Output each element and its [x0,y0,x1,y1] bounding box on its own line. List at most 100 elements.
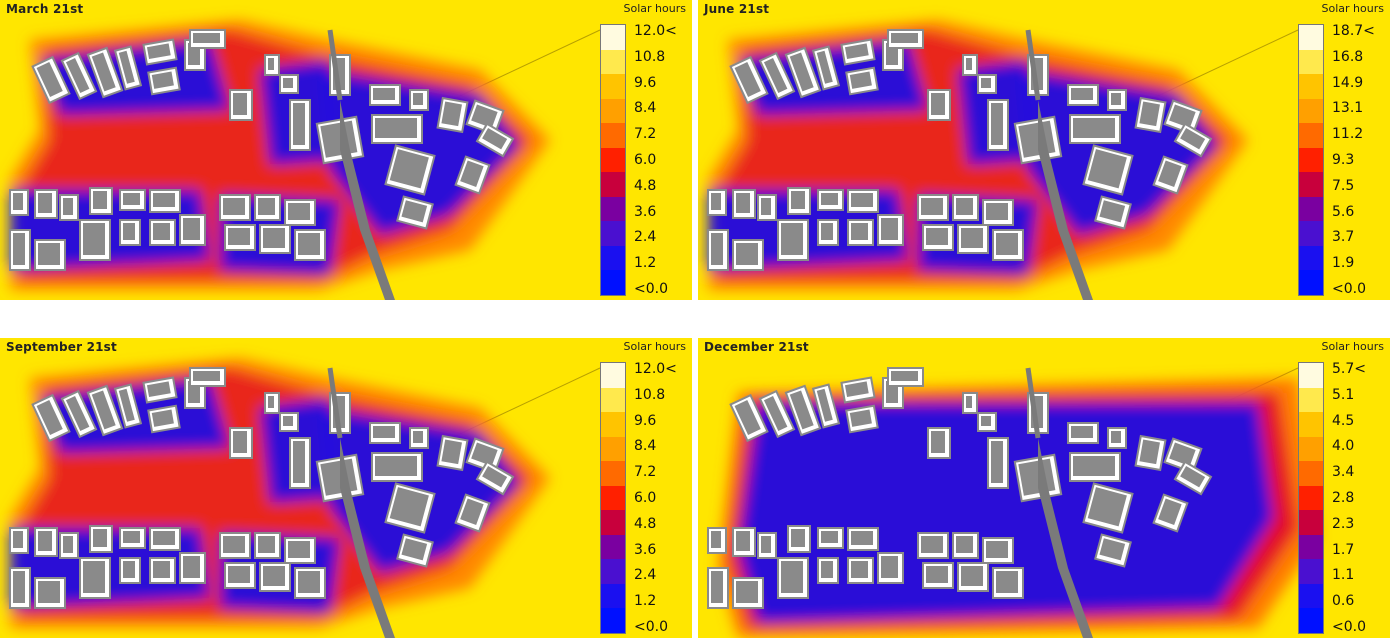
solar-map-december [698,338,1390,638]
legend-color-step [601,221,625,246]
legend-color-bar [600,362,626,634]
legend-color-step [1299,74,1323,99]
legend-color-step [601,363,625,388]
legend-color-step [601,74,625,99]
legend-tick: 1.2 [634,593,657,610]
legend-color-step [1299,510,1323,535]
legend-title: Solar hours [623,2,686,15]
legend-color-step [601,608,625,633]
legend-color-step [1299,221,1323,246]
legend-title: Solar hours [623,340,686,353]
solar-map-september [0,338,692,638]
legend-color-step [1299,436,1323,462]
legend-color-step [1299,461,1323,486]
legend-color-step [601,485,625,511]
legend-color-bar [1298,24,1324,296]
legend-color-step [1299,49,1323,75]
legend-tick: 5.7< [1332,361,1366,377]
legend-tick: <0.0 [1332,280,1366,297]
legend-tick: 18.7< [1332,23,1375,39]
legend-tick: 2.4 [634,567,657,584]
legend-title: Solar hours [1321,2,1384,15]
panel-march: March 21st Solar hours 12.0< 10.8 9.6 8.… [0,0,692,300]
legend-color-step [601,510,625,535]
legend-color-step [1299,387,1323,413]
legend-color-step [601,25,625,50]
legend-tick: 7.5 [1332,177,1355,194]
panel-title: December 21st [704,340,809,354]
panel-title: September 21st [6,340,117,354]
legend-tick: 10.8 [634,386,666,403]
legend-color-step [1299,98,1323,124]
legend-tick: <0.0 [634,618,668,635]
legend-color-step [601,387,625,413]
legend-title: Solar hours [1321,340,1384,353]
legend-color-step [1299,608,1323,633]
legend-tick: <0.0 [1332,618,1366,635]
legend-color-step [1299,363,1323,388]
solar-map-march [0,0,692,300]
legend-color-step [601,534,625,560]
legend-color-step [601,270,625,295]
legend-tick: 12.0< [634,23,677,39]
legend-tick: 9.6 [634,412,657,429]
legend-color-step [1299,147,1323,173]
legend-color-step [1299,534,1323,560]
legend-tick: 4.5 [1332,412,1355,429]
legend-color-step [1299,559,1323,584]
legend-color-step [601,172,625,197]
legend-color-step [601,147,625,173]
panel-title: June 21st [704,2,770,16]
legend-ticks: 18.7< 16.8 14.9 13.1 11.2 9.3 7.5 5.6 3.… [1332,24,1375,296]
panel-title: March 21st [6,2,84,16]
legend-tick: 1.1 [1332,567,1355,584]
legend-ticks: 5.7< 5.1 4.5 4.0 3.4 2.8 2.3 1.7 1.1 0.6… [1332,362,1366,634]
legend-tick: <0.0 [634,280,668,297]
legend-color-step [601,245,625,271]
legend-color-step [1299,412,1323,437]
legend-tick: 2.3 [1332,515,1355,532]
color-legend: 18.7< 16.8 14.9 13.1 11.2 9.3 7.5 5.6 3.… [1298,24,1382,296]
legend-color-bar [600,24,626,296]
color-legend: 12.0< 10.8 9.6 8.4 7.2 6.0 4.8 3.6 2.4 1… [600,362,684,634]
legend-tick: 1.9 [1332,255,1355,272]
legend-tick: 11.2 [1332,126,1364,143]
solar-map-june [698,0,1390,300]
panel-september: September 21st Solar hours 12.0< 10.8 9.… [0,338,692,638]
legend-color-step [1299,485,1323,511]
legend-color-step [1299,123,1323,148]
legend-tick: 5.6 [1332,203,1355,220]
panel-june: June 21st Solar hours 18.7< 16.8 14.9 13… [698,0,1390,300]
color-legend: 5.7< 5.1 4.5 4.0 3.4 2.8 2.3 1.7 1.1 0.6… [1298,362,1382,634]
legend-tick: 6.0 [634,151,657,168]
legend-color-step [601,412,625,437]
legend-tick: 3.6 [634,203,657,220]
legend-color-step [601,436,625,462]
legend-color-step [601,123,625,148]
legend-tick: 5.1 [1332,386,1355,403]
legend-color-step [601,49,625,75]
legend-tick: 4.8 [634,177,657,194]
legend-tick: 3.6 [634,541,657,558]
legend-color-step [601,583,625,609]
legend-color-step [1299,25,1323,50]
legend-color-step [1299,196,1323,222]
legend-tick: 7.2 [634,126,657,143]
panel-december: December 21st Solar hours 5.7< 5.1 4.5 4… [698,338,1390,638]
legend-tick: 14.9 [1332,74,1364,91]
legend-tick: 7.2 [634,464,657,481]
legend-tick: 2.8 [1332,489,1355,506]
legend-color-step [1299,270,1323,295]
color-legend: 12.0< 10.8 9.6 8.4 7.2 6.0 4.8 3.6 2.4 1… [600,24,684,296]
legend-tick: 4.8 [634,515,657,532]
legend-tick: 4.0 [1332,438,1355,455]
legend-tick: 1.7 [1332,541,1355,558]
legend-tick: 2.4 [634,229,657,246]
legend-color-step [601,559,625,584]
legend-tick: 9.6 [634,74,657,91]
legend-tick: 6.0 [634,489,657,506]
legend-tick: 12.0< [634,361,677,377]
legend-color-step [601,98,625,124]
legend-tick: 8.4 [634,100,657,117]
legend-color-step [601,196,625,222]
